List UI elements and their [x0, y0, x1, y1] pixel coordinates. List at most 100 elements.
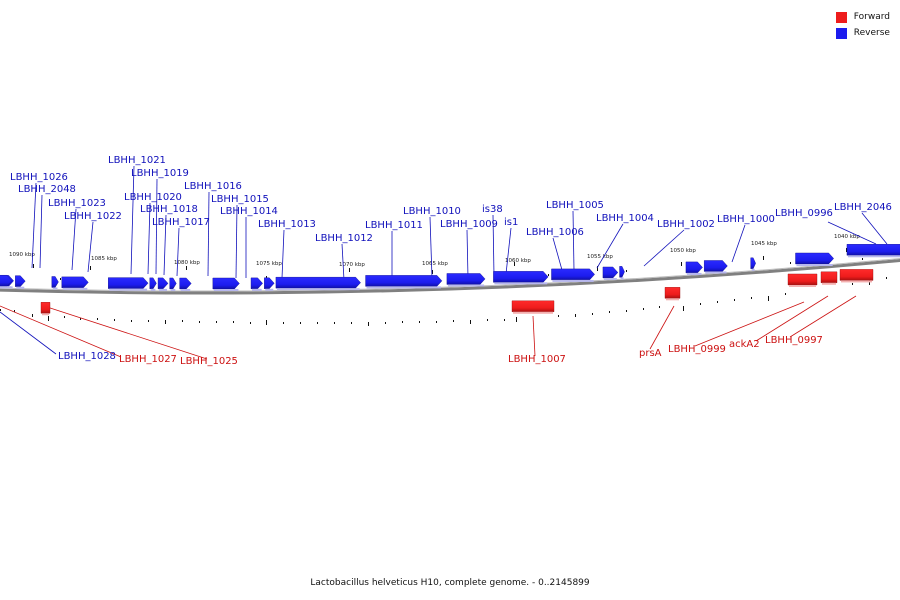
gene-feature-reverse[interactable]	[212, 277, 240, 290]
gene-feature-reverse[interactable]	[264, 277, 275, 289]
gene-feature-forward[interactable]	[511, 300, 555, 312]
gene-label[interactable]: LBHH_1018	[140, 204, 198, 215]
gene-feature-shadow	[751, 268, 755, 271]
gene-feature-reverse[interactable]	[619, 266, 625, 278]
gene-label[interactable]: LBHH_1022	[64, 211, 122, 222]
gene-label[interactable]: LBHH_1009	[440, 219, 498, 230]
gene-feature-reverse[interactable]	[51, 276, 59, 288]
legend-swatch-forward	[835, 11, 847, 23]
gene-label[interactable]: LBHH_1007	[508, 354, 566, 365]
gene-leader-line	[789, 295, 857, 338]
gene-feature-reverse[interactable]	[704, 260, 728, 272]
gene-label[interactable]: LBHH_2048	[18, 184, 76, 195]
gene-feature-reverse[interactable]	[750, 257, 756, 269]
gene-feature-reverse[interactable]	[493, 271, 549, 283]
gene-label[interactable]: LBHH_1021	[108, 155, 166, 166]
gene-feature-reverse[interactable]	[61, 276, 89, 289]
gene-feature-shadow	[213, 288, 239, 291]
gene-feature-shadow	[552, 279, 594, 282]
gene-feature-reverse[interactable]	[250, 277, 263, 290]
gene-label[interactable]: LBHH_1017	[152, 217, 210, 228]
gene-leader-line	[281, 229, 285, 279]
gene-label[interactable]: LBHH_1015	[211, 194, 269, 205]
genome-backbone	[0, 258, 900, 295]
gene-label[interactable]: LBHH_1013	[258, 219, 316, 230]
legend-item-reverse: Reverse	[835, 25, 890, 41]
legend-swatch-reverse	[835, 27, 847, 39]
gene-label[interactable]: LBHH_1019	[131, 168, 189, 179]
gene-label[interactable]: prsA	[639, 348, 662, 359]
gene-feature-shadow	[62, 287, 88, 290]
gene-feature-reverse[interactable]	[0, 275, 13, 287]
gene-feature-reverse[interactable]	[149, 277, 157, 290]
gene-label[interactable]: LBHH_1000	[717, 214, 775, 225]
scale-label: 1055 kbp	[587, 254, 613, 260]
gene-leader-line	[155, 178, 158, 275]
gene-label[interactable]: LBHH_1011	[365, 220, 423, 231]
gene-label[interactable]: LBHH_0997	[765, 335, 823, 346]
gene-feature-reverse[interactable]	[15, 275, 26, 287]
gene-label[interactable]: LBHH_1005	[546, 200, 604, 211]
gene-feature-shadow	[276, 288, 360, 291]
gene-feature-reverse[interactable]	[108, 277, 149, 289]
gene-label[interactable]: LBHH_1014	[220, 206, 278, 217]
gene-label[interactable]: LBHH_0999	[668, 344, 726, 355]
gene-label[interactable]: LBHH_1026	[10, 172, 68, 183]
gene-label[interactable]: LBHH_1027	[119, 354, 177, 365]
gene-leader-line	[39, 194, 43, 269]
gene-label[interactable]: LBHH_1023	[48, 198, 106, 209]
gene-feature-shadow	[109, 288, 148, 291]
gene-label[interactable]: is1	[504, 217, 518, 228]
gene-feature-forward[interactable]	[839, 269, 874, 281]
gene-leader-line	[694, 301, 805, 347]
gene-feature-reverse[interactable]	[179, 277, 192, 290]
gene-feature-reverse[interactable]	[275, 276, 361, 289]
gene-label[interactable]: LBHH_0996	[775, 208, 833, 219]
gene-feature-shadow	[847, 255, 900, 258]
gene-label[interactable]: LBHH_1010	[403, 206, 461, 217]
gene-label[interactable]: LBHH_1006	[526, 227, 584, 238]
gene-leader-line	[755, 295, 829, 342]
gene-labels: LBHH_1026LBHH_2048LBHH_1023LBHH_1022LBHH…	[10, 155, 892, 367]
gene-feature-reverse[interactable]	[602, 266, 619, 279]
gene-leader-line	[176, 227, 180, 277]
gene-feature-forward[interactable]	[787, 273, 818, 286]
gene-leader-line	[0, 311, 57, 355]
genome-caption: Lactobacillus helveticus H10, complete g…	[310, 578, 590, 588]
gene-label[interactable]: is38	[482, 204, 503, 215]
gene-feature-reverse[interactable]	[551, 268, 595, 281]
gene-feature-reverse[interactable]	[846, 244, 900, 256]
gene-feature-reverse[interactable]	[685, 261, 703, 274]
gene-leader-line	[643, 229, 685, 267]
gene-feature-forward[interactable]	[664, 287, 681, 299]
gene-feature-shadow	[841, 280, 872, 283]
gene-label[interactable]: LBHH_1012	[315, 233, 373, 244]
legend: Forward Reverse	[835, 9, 890, 41]
gene-feature-shadow	[42, 313, 49, 316]
gene-leader-line	[207, 191, 210, 277]
gene-label[interactable]: LBHH_1016	[184, 181, 242, 192]
gene-label[interactable]: ackA2	[729, 339, 760, 350]
gene-feature-reverse[interactable]	[795, 252, 834, 265]
gene-leader-line	[466, 229, 469, 279]
gene-feature-forward[interactable]	[820, 271, 838, 283]
gene-feature-shadow	[666, 298, 679, 301]
gene-feature-forward[interactable]	[40, 302, 51, 314]
gene-label[interactable]: LBHH_1025	[180, 356, 238, 367]
gene-leader-line	[130, 165, 135, 275]
gene-feature-reverse[interactable]	[169, 277, 177, 290]
scale-label: 1060 kbp	[505, 258, 531, 264]
gene-leader-line	[731, 224, 746, 263]
gene-feature-reverse[interactable]	[365, 275, 443, 287]
gene-feature-reverse[interactable]	[446, 273, 486, 285]
gene-feature-shadow	[686, 272, 702, 275]
gene-label[interactable]: LBHH_1020	[124, 192, 182, 203]
gene-label[interactable]: LBHH_1004	[596, 213, 654, 224]
legend-item-forward: Forward	[835, 9, 890, 25]
gene-feature-shadow	[16, 286, 25, 289]
gene-label[interactable]: LBHH_2046	[834, 202, 892, 213]
gene-label[interactable]: LBHH_1002	[657, 219, 715, 230]
gene-feature-reverse[interactable]	[157, 277, 169, 290]
gene-label[interactable]: LBHH_1028	[58, 351, 116, 362]
scale-label: 1040 kbp	[834, 234, 860, 240]
